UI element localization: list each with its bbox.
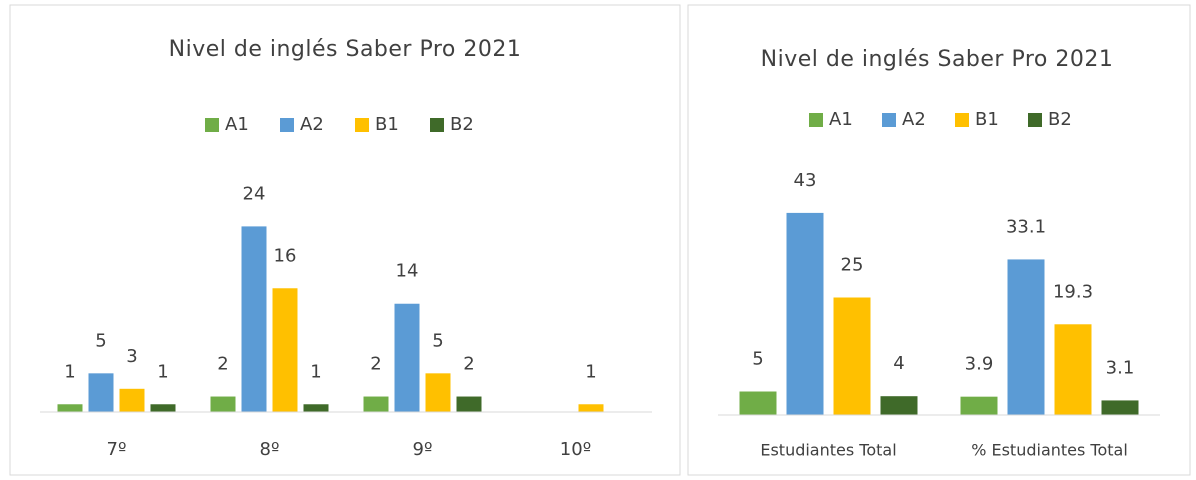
x-tick-label: Estudiantes Total (760, 441, 896, 460)
legend-swatch (280, 118, 294, 132)
data-label: 5 (95, 330, 106, 351)
legend-swatch (809, 113, 823, 127)
bar (272, 288, 298, 412)
bar (786, 212, 824, 415)
bar (394, 303, 420, 412)
bar (960, 396, 998, 415)
legend-label: A2 (300, 114, 324, 135)
bar (57, 404, 83, 412)
legend-swatch (430, 118, 444, 132)
x-tick-label: 9º (413, 439, 433, 460)
bar (119, 388, 145, 412)
legend-swatch (955, 113, 969, 127)
legend-swatch (355, 118, 369, 132)
data-label: 2 (217, 354, 228, 375)
bar (1101, 400, 1139, 415)
bar (210, 396, 236, 412)
data-label: 33.1 (1006, 216, 1046, 237)
legend-label: A1 (829, 109, 853, 130)
legend-swatch (1028, 113, 1042, 127)
bar (241, 226, 267, 412)
data-label: 3 (126, 346, 137, 367)
bar (833, 297, 871, 415)
data-label: 25 (841, 255, 864, 276)
data-label: 3.1 (1106, 357, 1135, 378)
legend-label: B2 (1048, 109, 1072, 130)
bar (1054, 324, 1092, 415)
data-label: 14 (396, 261, 419, 282)
x-tick-label: 8º (260, 439, 280, 460)
legend-label: B1 (975, 109, 999, 130)
bar (363, 396, 389, 412)
bar (303, 404, 329, 412)
data-label: 5 (432, 330, 443, 351)
bar (880, 396, 918, 415)
legend-label: B2 (450, 114, 474, 135)
bar (1007, 259, 1045, 415)
x-tick-label: % Estudiantes Total (971, 441, 1128, 460)
data-label: 1 (585, 361, 596, 382)
bar (425, 373, 451, 412)
data-label: 2 (370, 354, 381, 375)
data-label: 1 (64, 361, 75, 382)
data-label: 4 (893, 353, 904, 374)
bar (739, 391, 777, 415)
legend-swatch (882, 113, 896, 127)
bar (456, 396, 482, 412)
legend-label: A1 (225, 114, 249, 135)
legend-swatch (205, 118, 219, 132)
data-label: 3.9 (965, 354, 994, 375)
x-tick-label: 10º (560, 439, 591, 460)
bar (88, 373, 114, 412)
data-label: 2 (463, 354, 474, 375)
bar (150, 404, 176, 412)
legend-label: A2 (902, 109, 926, 130)
data-label: 19.3 (1053, 281, 1093, 302)
bar (578, 404, 604, 412)
legend-label: B1 (375, 114, 399, 135)
data-label: 16 (274, 245, 297, 266)
data-label: 1 (310, 361, 321, 382)
data-label: 1 (157, 361, 168, 382)
chart-title: Nivel de inglés Saber Pro 2021 (761, 47, 1114, 72)
data-label: 24 (243, 183, 266, 204)
data-label: 5 (752, 349, 763, 370)
chart-title: Nivel de inglés Saber Pro 2021 (169, 37, 522, 62)
x-tick-label: 7º (107, 439, 127, 460)
data-label: 43 (794, 170, 817, 191)
